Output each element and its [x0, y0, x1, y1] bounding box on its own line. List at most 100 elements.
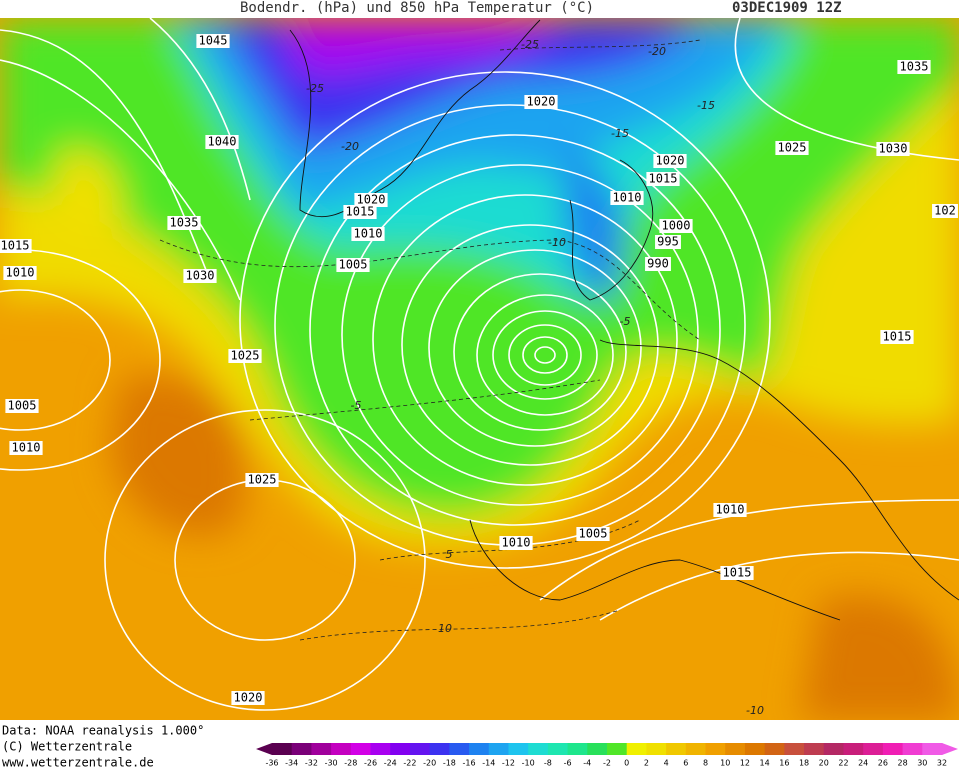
isobar-label-box [524, 95, 558, 109]
colorbar-swatch [508, 743, 529, 755]
isobar-label-box [775, 141, 809, 155]
colorbar-label: 32 [937, 759, 947, 768]
isobar-label: 1015 [346, 205, 375, 219]
colorbar-label: 8 [703, 759, 708, 768]
footer-line: (C) Wetterzentrale [2, 740, 132, 754]
colorbar-swatch [843, 743, 864, 755]
temperature-field [0, 18, 959, 720]
isobar-label: 990 [647, 257, 669, 271]
isobar-label: 1015 [1, 239, 30, 253]
isobar-label: 1015 [723, 566, 752, 580]
isobar-label: 1010 [6, 266, 35, 280]
colorbar-label: 22 [838, 759, 848, 768]
footer-line: Data: NOAA reanalysis 1.000° [2, 724, 204, 738]
isobar-label: 1025 [248, 473, 277, 487]
colorbar-label: -8 [544, 759, 552, 768]
colorbar-label: 12 [740, 759, 750, 768]
isobar-label-box [645, 257, 671, 271]
colorbar-label: 24 [858, 759, 868, 768]
colorbar-label: 14 [760, 759, 770, 768]
colorbar-swatch [823, 743, 844, 755]
isobar-label-box [183, 269, 217, 283]
isobar-label-box [0, 239, 32, 253]
isotherm-label: -20 [648, 45, 666, 58]
colorbar-label: 4 [664, 759, 669, 768]
map-date: 03DEC1909 12Z [732, 0, 842, 16]
isobar-label-box [167, 216, 201, 230]
isobar-label-box [720, 566, 754, 580]
colorbar-label: 20 [819, 759, 829, 768]
isotherms [159, 39, 701, 641]
colorbar-swatch [705, 743, 726, 755]
isobar-label-box [880, 330, 914, 344]
colorbar-swatch [863, 743, 884, 755]
colorbar-label: 30 [917, 759, 927, 768]
isotherm-label: 10 [438, 622, 452, 635]
isobar-label-box [245, 473, 279, 487]
colorbar-swatch [488, 743, 509, 755]
isobar-label: 995 [657, 235, 679, 249]
isobar-label: 1005 [8, 399, 37, 413]
colorbar-label: -18 [443, 759, 456, 768]
colorbar-label: -4 [583, 759, 591, 768]
footer-line: www.wetterzentrale.de [2, 756, 154, 770]
isobar-label-box [653, 154, 687, 168]
isotherm-label: -25 [306, 82, 324, 95]
colorbar-label: -6 [564, 759, 572, 768]
isobar-label: 1030 [879, 142, 908, 156]
isobar-label-box [3, 266, 37, 280]
isobar-label: 1010 [613, 191, 642, 205]
colorbar-swatch [409, 743, 431, 755]
isotherm-label: -15 [611, 127, 629, 140]
colorbar-swatch [311, 743, 332, 755]
isobar-label: 1010 [354, 227, 383, 241]
colorbar-label: 18 [799, 759, 809, 768]
colorbar-swatch [429, 743, 450, 755]
isobar-label-box [205, 135, 239, 149]
isobar-label: 1005 [339, 258, 368, 272]
isotherm-label: -20 [341, 140, 359, 153]
colorbar-label: -10 [522, 759, 535, 768]
colorbar-swatch [922, 743, 943, 755]
isobar-label: 1030 [186, 269, 215, 283]
colorbar-swatch [764, 743, 785, 755]
colorbar-swatch [547, 743, 569, 755]
colorbar-label: -2 [603, 759, 611, 768]
colorbar-label: 16 [779, 759, 789, 768]
isobar-label-box [655, 235, 681, 249]
isobar-label: 102 [934, 204, 956, 218]
isobar-label: 1020 [527, 95, 556, 109]
colorbar-swatch [784, 743, 805, 755]
isotherm-label: -15 [697, 99, 715, 112]
colorbar-label: -12 [502, 759, 515, 768]
colorbar-label: 28 [897, 759, 907, 768]
colorbar-label: -20 [423, 759, 436, 768]
isobar-label-box [5, 399, 39, 413]
colorbar-arrow [256, 743, 272, 755]
isobar-label-box [713, 503, 747, 517]
isobar-label: 1025 [778, 141, 807, 155]
colorbar-swatch [725, 743, 746, 755]
isobar-label-box [336, 258, 370, 272]
colorbar-swatch [272, 743, 293, 755]
colorbar-swatch [804, 743, 825, 755]
isobar-label-box [646, 172, 680, 186]
isobar-label: 1005 [579, 527, 608, 541]
isobar-label: 1020 [234, 691, 263, 705]
colorbar-swatch [370, 743, 391, 755]
colorbar-label: 10 [720, 759, 730, 768]
isobar-label: 1020 [357, 193, 386, 207]
isobar-label: 1020 [656, 154, 685, 168]
isobar-label: 1010 [716, 503, 745, 517]
colorbar-swatch [646, 743, 667, 755]
colorbar-swatch [291, 743, 312, 755]
colorbar-swatch [350, 743, 372, 755]
isobar-label-box [351, 227, 385, 241]
colorbar-label: 0 [624, 759, 629, 768]
colorbar-swatch [567, 743, 588, 755]
colorbar-swatch [390, 743, 411, 755]
colorbar-swatch [902, 743, 923, 755]
colorbar-swatch [528, 743, 549, 755]
isobar-label-box [343, 205, 377, 219]
